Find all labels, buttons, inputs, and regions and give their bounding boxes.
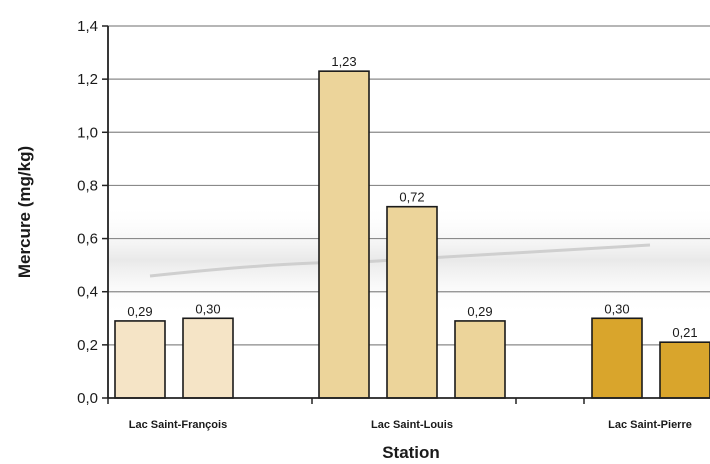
data-label: 0,30 bbox=[195, 301, 220, 316]
data-label: 0,21 bbox=[672, 325, 697, 340]
group-label: Lac Saint-François bbox=[129, 419, 227, 431]
data-label: 0,30 bbox=[604, 301, 629, 316]
y-tick-label: 1,0 bbox=[77, 124, 98, 141]
bar bbox=[182, 317, 234, 399]
group-label: Lac Saint-Pierre bbox=[608, 419, 692, 431]
bar bbox=[659, 341, 710, 399]
data-label: 0,72 bbox=[399, 190, 424, 205]
bar bbox=[454, 320, 506, 399]
labels: 0,0 0,2 0,4 0,6 0,8 1,0 1,2 1,4 0,29 0,30 Lac Sain… bbox=[77, 18, 698, 431]
y-tick-label: 0,8 bbox=[77, 177, 98, 194]
data-label: 1,23 bbox=[331, 54, 356, 69]
y-tick-label: 0,4 bbox=[77, 284, 98, 301]
group-label: Lac Saint-Louis bbox=[371, 419, 453, 431]
y-tick-label: 0,0 bbox=[77, 390, 98, 407]
y-tick-label: 1,4 bbox=[77, 18, 98, 35]
y-tick-label: 0,2 bbox=[77, 337, 98, 354]
bar bbox=[318, 70, 370, 399]
axes bbox=[102, 25, 710, 404]
bar bbox=[386, 205, 438, 399]
data-label: 0,29 bbox=[467, 304, 492, 319]
data-label: 0,29 bbox=[127, 304, 152, 319]
y-axis-title: Mercure (mg/kg) bbox=[15, 146, 34, 278]
x-axis-title: Station bbox=[382, 443, 440, 462]
y-tick-label: 0,6 bbox=[77, 231, 98, 248]
bar bbox=[591, 317, 643, 399]
bar bbox=[114, 320, 166, 399]
y-tick-label: 1,2 bbox=[77, 71, 98, 88]
bars bbox=[114, 70, 710, 399]
